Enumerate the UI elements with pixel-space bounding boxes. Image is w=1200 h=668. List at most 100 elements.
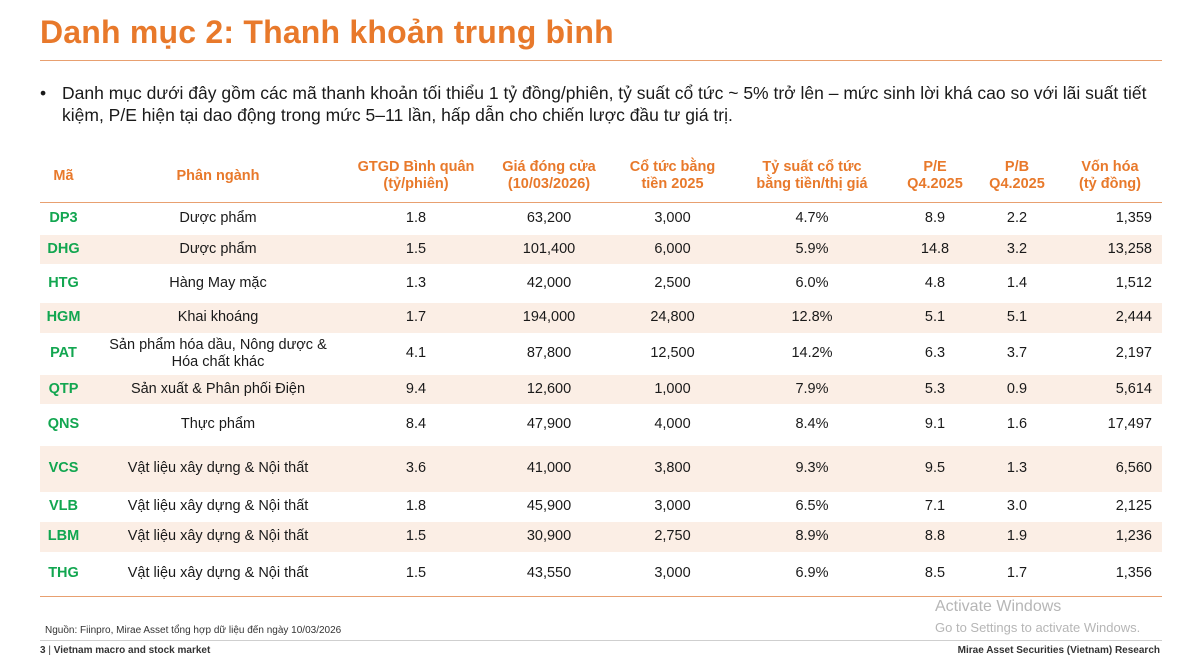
table-row: PAT Sản phẩm hóa dầu, Nông dược & Hóa chất… — [40, 333, 1162, 375]
table-row: VLB Vật liệu xây dựng & Nội thất 1.8 45,900… — [40, 492, 1162, 522]
cell-price: 63,200 — [526, 210, 572, 227]
table-row: VCS Vật liệu xây dựng & Nội thất 3.6 41,000… — [40, 445, 1162, 492]
col-header-pb-line: Q4.2025 — [989, 176, 1045, 192]
footer-divider — [40, 640, 1162, 641]
cell-sector: Dược phẩm — [87, 203, 349, 235]
cell-dividend: 4,000 — [654, 416, 691, 432]
cell-cap: 6,560 — [1058, 445, 1162, 492]
cell-dividend: 3,000 — [654, 498, 691, 514]
cell-pb: 5.1 — [976, 302, 1058, 333]
cell-sector-line: Vật liệu xây dựng & Nội thất — [127, 528, 309, 544]
cell-pe: 5.1 — [894, 302, 976, 333]
cell-volume: 1.5 — [349, 234, 483, 264]
cell-yield: 5.9% — [730, 234, 894, 264]
cell-pe: 8.5 — [894, 551, 976, 597]
footer-report-title: Vietnam macro and stock market — [53, 645, 211, 656]
cell-price: 87,800 — [526, 345, 572, 361]
cell-sector: Vật liệu xây dựng & Nội thất — [87, 492, 349, 522]
cell-pb: 1.9 — [976, 521, 1058, 552]
cell-pb: 3.0 — [1006, 498, 1028, 514]
cell-code: DP3 — [49, 210, 78, 227]
cell-pe: 6.3 — [924, 345, 946, 361]
col-header-yield: Tỷ suất cổ tức bằng tiền/thị giá — [730, 150, 894, 203]
cell-yield: 6.9% — [730, 551, 894, 597]
table-row: QNS Thực phẩm 8.4 47,900 4,000 8.4% 9.1 1.6 17,4… — [40, 404, 1162, 446]
table-row: QTP Sản xuất & Phân phối Điện 9.4 12,600 1,0… — [40, 374, 1162, 404]
cell-sector-line: Vật liệu xây dựng & Nội thất — [127, 460, 309, 476]
table-row: LBM Vật liệu xây dựng & Nội thất 1.5 30,900… — [40, 521, 1162, 552]
cell-volume: 4.1 — [405, 345, 427, 361]
cell-price: 42,000 — [526, 274, 572, 291]
cell-sector-line: Sản xuất & Phân phối Điện — [130, 380, 306, 397]
col-header-pe-line: P/E — [923, 159, 947, 175]
col-header-yield-line: bằng tiền/thị giá — [756, 176, 868, 192]
cell-dividend: 3,800 — [615, 445, 730, 492]
cell-sector: Sản phẩm hóa dầu, Nông dược & Hóa chất kh… — [87, 333, 349, 375]
cell-volume: 1.5 — [349, 551, 483, 597]
cell-sector-line: Dược phẩm — [179, 210, 257, 227]
cell-volume: 9.4 — [349, 374, 483, 404]
col-header-sector-line: Phân ngành — [176, 167, 260, 184]
cell-cap: 5,614 — [1058, 374, 1162, 404]
cell-cap: 2,197 — [1115, 345, 1152, 361]
cell-pb: 1.7 — [976, 551, 1058, 597]
cell-dividend: 2,750 — [615, 521, 730, 552]
cell-sector: Vật liệu xây dựng & Nội thất — [87, 551, 349, 597]
col-header-pb-line: P/B — [1004, 159, 1030, 175]
cell-code: QNS — [47, 416, 80, 432]
summary-text: Danh mục dưới đây gồm các mã thanh khoản… — [62, 83, 1147, 125]
stock-portfolio-table: Mã Phân ngành GTGD Bình quân (tỷ/phiên) Giá … — [40, 150, 1162, 597]
cell-sector-line: Khai khoáng — [177, 309, 259, 325]
table-header-row: Mã Phân ngành GTGD Bình quân (tỷ/phiên) Giá … — [40, 150, 1162, 203]
cell-yield: 6.5% — [795, 498, 829, 514]
col-header-cap-line: (tỷ đồng) — [1078, 176, 1141, 192]
table-row: DHG Dược phẩm 1.5 101,400 6,000 5.9% 14.8 3.2 13… — [40, 234, 1162, 264]
cell-code: LBM — [40, 521, 87, 552]
cell-price: 12,600 — [483, 374, 615, 404]
col-header-price: Giá đóng cửa (10/03/2026) — [483, 150, 615, 203]
cell-pb: 1.3 — [976, 445, 1058, 492]
cell-code: VCS — [40, 445, 87, 492]
cell-code: DHG — [40, 234, 87, 264]
col-header-price-line: (10/03/2026) — [507, 176, 591, 192]
title-divider — [40, 60, 1162, 61]
cell-sector-line: Dược phẩm — [179, 240, 257, 257]
col-header-dividend-line: Cổ tức bằng — [629, 159, 716, 175]
table-row: HGM Khai khoáng 1.7 194,000 24,800 12.8% 5.1 5.… — [40, 302, 1162, 333]
cell-dividend: 1,000 — [615, 374, 730, 404]
cell-dividend: 3,000 — [615, 551, 730, 597]
activate-windows-watermark-hint: Go to Settings to activate Windows. — [935, 620, 1141, 635]
page-title: Danh mục 2: Thanh khoản trung bình — [40, 14, 614, 50]
cell-pe: 8.9 — [924, 210, 946, 227]
footer-left: 3 | Vietnam macro and stock market — [40, 645, 210, 656]
cell-dividend: 3,000 — [654, 210, 691, 227]
cell-yield: 9.3% — [730, 445, 894, 492]
cell-sector-line: Thực phẩm — [180, 416, 256, 432]
cell-sector: Thực phẩm — [87, 404, 349, 446]
cell-yield: 4.7% — [795, 210, 829, 227]
cell-dividend: 2,500 — [654, 274, 691, 291]
cell-yield: 8.9% — [730, 521, 894, 552]
cell-pb: 1.4 — [1006, 274, 1028, 291]
cell-code: PAT — [50, 345, 77, 361]
col-header-sector: Phân ngành — [87, 150, 349, 203]
cell-pb: 0.9 — [976, 374, 1058, 404]
cell-sector-line: Hóa chất khác — [171, 353, 265, 370]
cell-dividend: 6,000 — [615, 234, 730, 264]
cell-code: VLB — [49, 498, 78, 514]
cell-cap: 1,512 — [1115, 274, 1152, 291]
cell-pe: 9.1 — [924, 416, 946, 432]
cell-price: 41,000 — [483, 445, 615, 492]
cell-cap: 1,356 — [1058, 551, 1162, 597]
cell-price: 101,400 — [483, 234, 615, 264]
cell-price: 194,000 — [483, 302, 615, 333]
cell-code: HTG — [48, 274, 79, 291]
cell-dividend: 24,800 — [615, 302, 730, 333]
col-header-cap: Vốn hóa (tỷ đồng) — [1058, 150, 1162, 203]
cell-volume: 1.3 — [405, 274, 427, 291]
cell-cap: 1,359 — [1115, 210, 1152, 227]
cell-yield: 7.9% — [730, 374, 894, 404]
cell-pe: 7.1 — [924, 498, 946, 514]
col-header-pe: P/E Q4.2025 — [894, 150, 976, 203]
cell-volume: 1.8 — [405, 210, 427, 227]
